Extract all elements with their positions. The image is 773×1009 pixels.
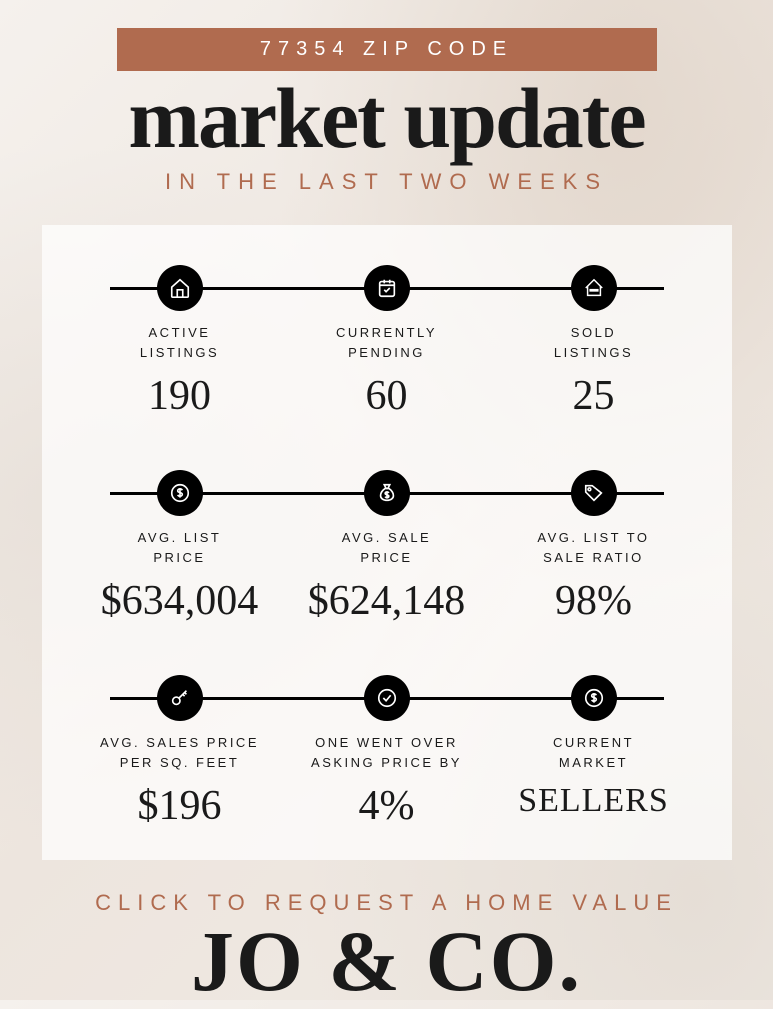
page-title: market update [128,75,644,161]
stat-value: 98% [555,577,632,625]
zip-code-banner: 77354 ZIP CODE [117,28,657,71]
stats-row-1: ACTIVE LISTINGS 190 CURRENTLY PENDING 60… [80,265,694,420]
stat-label: AVG. LIST TO SALE RATIO [537,528,649,567]
calendar-icon [364,265,410,311]
stat-currently-pending: CURRENTLY PENDING 60 [287,265,487,420]
stat-avg-list-price: AVG. LIST PRICE $634,004 [80,470,280,625]
stat-label: SOLD LISTINGS [554,323,633,362]
stat-label: CURRENTLY PENDING [336,323,437,362]
stats-row-2: AVG. LIST PRICE $634,004 AVG. SALE PRICE… [80,470,694,625]
dollar-icon [157,470,203,516]
stat-label: AVG. LIST PRICE [138,528,222,567]
brand-logo: JO & CO. [191,918,582,1004]
infographic-container: 77354 ZIP CODE market update IN THE LAST… [0,0,773,1000]
stats-row-3: AVG. SALES PRICE PER SQ. FEET $196 ONE W… [80,675,694,830]
stat-value: $634,004 [101,577,259,625]
stat-current-market: CURRENT MARKET SELLERS [494,675,694,820]
stat-list-sale-ratio: AVG. LIST TO SALE RATIO 98% [494,470,694,625]
sold-icon [571,265,617,311]
stat-over-asking: ONE WENT OVER ASKING PRICE BY 4% [287,675,487,830]
stat-active-listings: ACTIVE LISTINGS 190 [80,265,280,420]
key-icon [157,675,203,721]
check-icon [364,675,410,721]
stats-card: ACTIVE LISTINGS 190 CURRENTLY PENDING 60… [42,225,732,860]
page-subtitle: IN THE LAST TWO WEEKS [165,169,608,195]
stat-value: 25 [573,372,615,420]
tag-icon [571,470,617,516]
stat-value: $624,148 [308,577,466,625]
stat-value: 60 [366,372,408,420]
stat-value: 4% [359,782,415,830]
stat-sold-listings: SOLD LISTINGS 25 [494,265,694,420]
coin-icon [571,675,617,721]
stat-price-per-sqft: AVG. SALES PRICE PER SQ. FEET $196 [80,675,280,830]
stat-value: $196 [138,782,222,830]
stat-label: ONE WENT OVER ASKING PRICE BY [311,733,462,772]
stat-label: CURRENT MARKET [553,733,634,772]
home-icon [157,265,203,311]
stat-label: AVG. SALES PRICE PER SQ. FEET [100,733,259,772]
stat-avg-sale-price: AVG. SALE PRICE $624,148 [287,470,487,625]
stat-label: ACTIVE LISTINGS [140,323,219,362]
stat-value: SELLERS [518,782,669,820]
stat-label: AVG. SALE PRICE [342,528,431,567]
moneybag-icon [364,470,410,516]
stat-value: 190 [148,372,211,420]
